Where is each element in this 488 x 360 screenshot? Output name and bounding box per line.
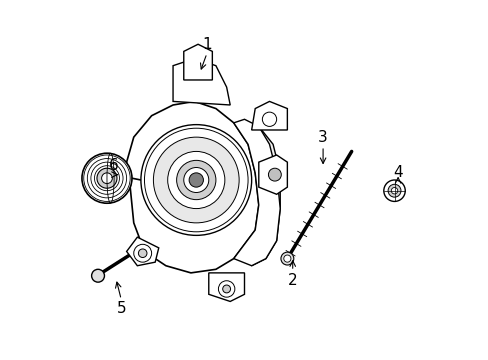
- Circle shape: [268, 168, 281, 181]
- Circle shape: [390, 188, 397, 194]
- Text: 6: 6: [109, 158, 119, 173]
- Text: 4: 4: [392, 165, 402, 180]
- Circle shape: [383, 180, 405, 202]
- Circle shape: [281, 252, 293, 265]
- Circle shape: [91, 269, 104, 282]
- Circle shape: [97, 168, 117, 188]
- Circle shape: [222, 285, 230, 293]
- Circle shape: [134, 244, 151, 262]
- Text: 1: 1: [202, 37, 211, 52]
- Circle shape: [153, 137, 239, 223]
- Polygon shape: [244, 126, 280, 266]
- Polygon shape: [208, 273, 244, 301]
- Polygon shape: [233, 119, 280, 266]
- Polygon shape: [173, 59, 230, 105]
- Polygon shape: [258, 155, 287, 194]
- Circle shape: [141, 125, 251, 235]
- Circle shape: [167, 152, 224, 208]
- Polygon shape: [183, 44, 212, 80]
- Circle shape: [176, 160, 216, 200]
- Circle shape: [102, 173, 112, 184]
- Circle shape: [283, 255, 290, 262]
- Polygon shape: [126, 102, 258, 273]
- Text: 2: 2: [287, 273, 297, 288]
- Circle shape: [183, 167, 208, 193]
- Text: 3: 3: [318, 130, 327, 145]
- Circle shape: [387, 184, 400, 197]
- Circle shape: [218, 281, 234, 297]
- Circle shape: [138, 249, 147, 257]
- Text: 5: 5: [116, 301, 126, 316]
- Circle shape: [262, 112, 276, 126]
- Polygon shape: [251, 102, 287, 130]
- Circle shape: [82, 153, 132, 203]
- Circle shape: [189, 173, 203, 187]
- Polygon shape: [126, 237, 159, 266]
